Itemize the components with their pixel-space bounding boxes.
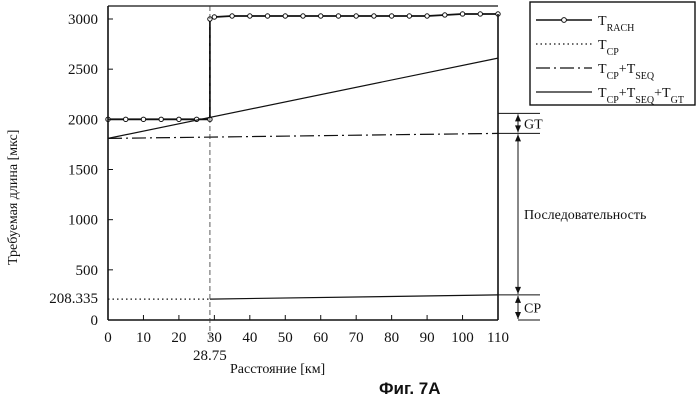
x-tick-label: 110 [487,330,509,346]
y-tick-label: 500 [76,263,99,279]
x-tick-label: 70 [349,330,364,346]
x-tick-label: 100 [451,330,474,346]
series-rach-marker [425,14,429,18]
series-rach-line [108,14,498,119]
series-rach-marker [460,12,464,16]
x-tick-label: 40 [242,330,257,346]
series-rach-marker [301,14,305,18]
legend: TRACHTCPTCP+TSEQTCP+TSEQ+TGT [530,2,695,106]
series-rach-marker [230,14,234,18]
series-rach-marker [177,117,181,121]
y-axis-label: Требуемая длина [мкс] [6,130,21,265]
y-extra-tick-label: 208.335 [49,291,98,307]
dimension-arrow-head [515,125,521,132]
x-tick-label: 0 [104,330,112,346]
annotation-label: CP [524,301,541,316]
series-rach-marker [265,14,269,18]
x-tick-label: 80 [384,330,399,346]
series-rach-marker [159,117,163,121]
y-tick-label: 1000 [68,213,98,229]
x-axis-label: Расстояние [км] [230,362,325,377]
series-rach-marker [336,14,340,18]
dimension-arrow-head [515,312,521,319]
annotation-label: GT [524,117,543,132]
annotations: GT Последовательность CP [498,113,646,320]
series-rach-marker [124,117,128,121]
series-rach-marker [372,14,376,18]
annotation-label: Последовательность [524,208,646,223]
y-tick-label: 0 [91,313,99,329]
series-rach-marker [478,12,482,16]
series-rach-marker [407,14,411,18]
y-tick-label: 2500 [68,62,98,78]
y-tick-label: 3000 [68,12,98,28]
legend-swatch-marker [562,18,567,23]
axes: 0 10 20 30 40 50 60 70 80 90 100 110 0 500 1000 1500 200… [49,6,509,364]
y-tick-label: 2000 [68,112,98,128]
x-tick-label: 90 [420,330,435,346]
dimension-arrow-head [515,114,521,121]
series-rach-marker [319,14,323,18]
x-extra-tick-label: 28.75 [193,348,227,364]
series-cp-line [210,295,498,299]
series-cp_seq-line [108,133,498,138]
series-rach-marker [354,14,358,18]
x-tick-label: 10 [136,330,151,346]
x-tick-label: 60 [313,330,328,346]
y-tick-label: 1500 [68,163,98,179]
series-rach-marker [389,14,393,18]
series-layer [106,12,500,299]
series-rach-marker [212,15,216,19]
x-tick-label: 30 [207,330,222,346]
dimension-arrow-head [515,296,521,303]
series-rach-marker [283,14,287,18]
series-rach-marker [248,14,252,18]
x-tick-label: 50 [278,330,293,346]
series-rach-marker [141,117,145,121]
x-tick-label: 20 [171,330,186,346]
dimension-arrow-head [515,134,521,141]
series-cp_seq_gt-line [108,58,498,138]
series-rach-marker [443,13,447,17]
figure-caption: Фиг. 7А [379,379,441,398]
dimension-arrow-head [515,287,521,294]
